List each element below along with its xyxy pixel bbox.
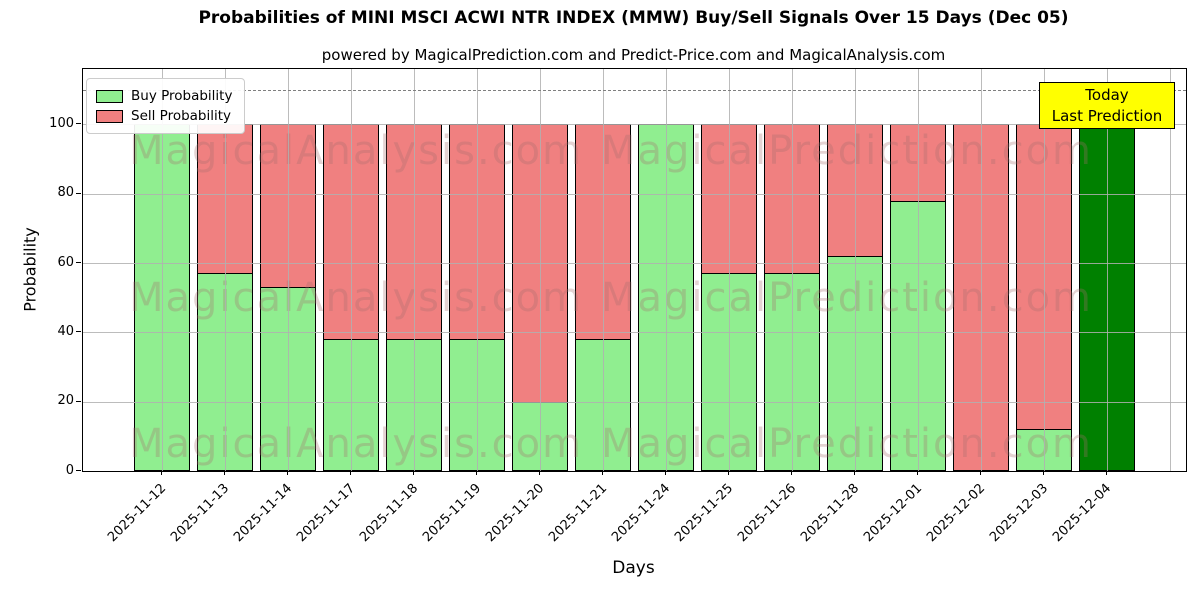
gridline-h [83, 401, 1186, 403]
gridline-h [83, 263, 1186, 265]
watermark-right: MagicalPrediction.com [601, 128, 1093, 174]
gridline-v [225, 69, 226, 471]
gridline-v [666, 69, 667, 471]
gridline-h [83, 332, 1186, 334]
gridline-v [1044, 69, 1045, 471]
x-tick-mark [602, 470, 603, 475]
gridline-h [83, 193, 1186, 195]
x-axis-label: Days [612, 558, 655, 578]
x-tick-mark [980, 470, 981, 475]
gridline-v [918, 69, 919, 471]
y-tick-label: 80 [57, 185, 74, 201]
x-tick-mark [1043, 470, 1044, 475]
y-tick-label: 0 [65, 462, 74, 478]
watermark-left: MagicalAnalysis.com [129, 421, 584, 467]
x-tick-mark [1106, 470, 1107, 475]
x-tick-mark [413, 470, 414, 475]
gridline-v [1170, 69, 1171, 471]
x-tick-label: 2025-12-01 [861, 481, 926, 546]
gridline-v [792, 69, 793, 471]
x-tick-mark [539, 470, 540, 475]
x-tick-mark [224, 470, 225, 475]
gridline-v [603, 69, 604, 471]
watermark-left: MagicalAnalysis.com [129, 128, 584, 174]
gridline-h [83, 124, 1186, 126]
legend-item-sell: Sell Probability [96, 106, 232, 126]
x-tick-mark [476, 470, 477, 475]
x-tick-label: 2025-11-17 [294, 481, 359, 546]
y-axis-label: Probability [20, 227, 40, 312]
y-tick-mark [76, 470, 81, 471]
x-tick-mark [287, 470, 288, 475]
y-tick-mark [76, 400, 81, 402]
today-annotation: Today Last Prediction [1039, 82, 1175, 129]
watermark-right: MagicalPrediction.com [601, 421, 1093, 467]
x-tick-mark [665, 470, 666, 475]
x-tick-mark [917, 470, 918, 475]
x-tick-label: 2025-11-20 [483, 481, 548, 546]
buy-probability-swatch [96, 89, 123, 103]
y-tick-mark [76, 123, 81, 125]
gridline-v [414, 69, 415, 471]
today-annotation-line1: Today [1085, 85, 1129, 104]
y-tick-mark [76, 262, 81, 264]
chart-subtitle: powered by MagicalPrediction.com and Pre… [321, 46, 946, 64]
y-tick-mark [76, 192, 81, 194]
gridline-v [162, 69, 163, 471]
watermark-right: MagicalPrediction.com [601, 275, 1093, 321]
y-tick-label: 40 [57, 323, 74, 339]
y-tick-mark [76, 331, 81, 333]
gridline-v [351, 69, 352, 471]
gridline-v [477, 69, 478, 471]
x-tick-label: 2025-11-21 [546, 481, 611, 546]
x-tick-label: 2025-11-12 [105, 481, 170, 546]
gridline-v [1107, 69, 1108, 471]
gridline-v [981, 69, 982, 471]
y-tick-label: 100 [49, 115, 74, 131]
x-tick-label: 2025-11-19 [420, 481, 485, 546]
legend-item-buy: Buy Probability [96, 86, 232, 106]
gridline-v [288, 69, 289, 471]
x-tick-mark [161, 470, 162, 475]
x-tick-label: 2025-12-03 [987, 481, 1052, 546]
x-tick-mark [854, 470, 855, 475]
x-tick-label: 2025-12-02 [924, 481, 989, 546]
legend: Buy Probability Sell Probability [86, 78, 246, 134]
threshold-line [83, 90, 1186, 91]
x-tick-label: 2025-11-18 [357, 481, 422, 546]
y-tick-label: 20 [57, 393, 74, 409]
legend-sell-label: Sell Probability [131, 108, 232, 124]
x-tick-mark [728, 470, 729, 475]
x-tick-label: 2025-11-28 [798, 481, 863, 546]
watermark-left: MagicalAnalysis.com [129, 275, 584, 321]
gridline-v [729, 69, 730, 471]
x-tick-label: 2025-11-26 [735, 481, 800, 546]
x-tick-label: 2025-11-24 [609, 481, 674, 546]
x-tick-mark [350, 470, 351, 475]
x-tick-mark [791, 470, 792, 475]
x-tick-label: 2025-11-14 [231, 481, 296, 546]
chart-title: Probabilities of MINI MSCI ACWI NTR INDE… [198, 8, 1069, 28]
gridline-v [855, 69, 856, 471]
x-tick-label: 2025-11-25 [672, 481, 737, 546]
sell-probability-swatch [96, 109, 123, 123]
today-annotation-line2: Last Prediction [1051, 106, 1163, 125]
y-tick-label: 60 [57, 254, 74, 270]
gridline-v [540, 69, 541, 471]
legend-buy-label: Buy Probability [131, 88, 233, 104]
plot-area: MagicalAnalysis.com MagicalPrediction.com… [82, 68, 1187, 472]
x-tick-label: 2025-11-13 [168, 481, 233, 546]
x-tick-label: 2025-12-04 [1050, 481, 1115, 546]
